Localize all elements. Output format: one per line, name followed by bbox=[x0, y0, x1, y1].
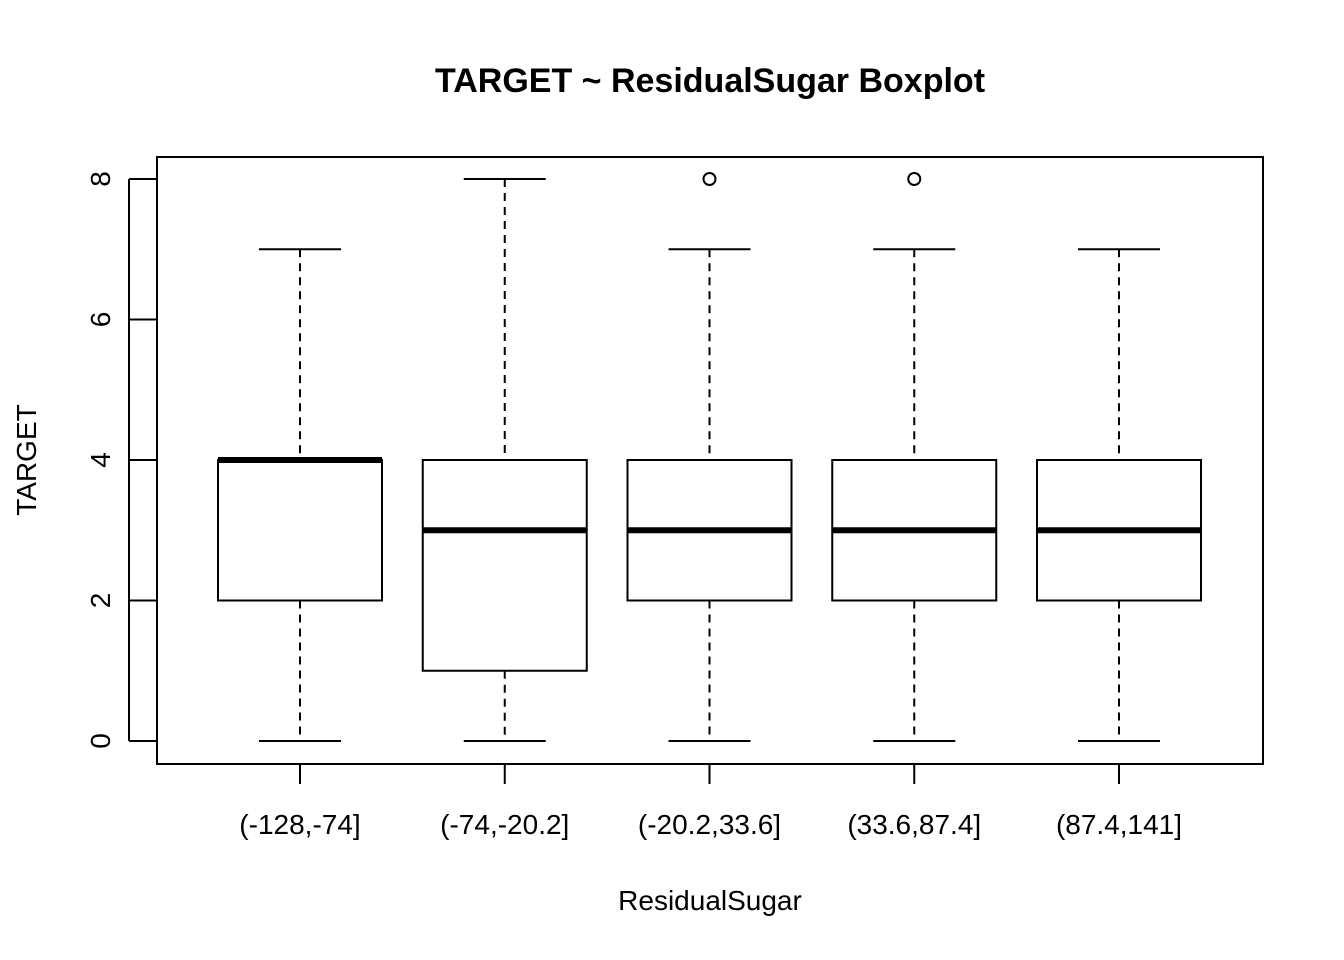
y-tick-label: 4 bbox=[85, 452, 116, 468]
x-tick-label: (33.6,87.4] bbox=[847, 809, 981, 840]
x-tick-label: (-20.2,33.6] bbox=[638, 809, 781, 840]
y-tick-label: 8 bbox=[85, 171, 116, 187]
box-group bbox=[626, 172, 793, 742]
box-group bbox=[1036, 248, 1202, 742]
x-axis: (-128,-74] (-74,-20.2] (-20.2,33.6] (33.6,8… bbox=[239, 763, 1182, 840]
y-tick-label: 6 bbox=[85, 312, 116, 328]
box-iqr bbox=[217, 459, 383, 602]
x-axis-label: ResidualSugar bbox=[618, 885, 802, 916]
box-group bbox=[421, 178, 588, 742]
y-tick-label: 2 bbox=[85, 593, 116, 609]
y-axis-label: TARGET bbox=[11, 404, 42, 515]
box-group bbox=[217, 248, 383, 742]
chart-title: TARGET ~ ResidualSugar Boxplot bbox=[435, 62, 985, 100]
boxes-group bbox=[217, 172, 1202, 742]
box-group bbox=[831, 172, 998, 742]
x-tick-label: (-74,-20.2] bbox=[440, 809, 569, 840]
box-iqr bbox=[421, 459, 588, 672]
y-tick-label: 0 bbox=[85, 733, 116, 749]
y-axis: 0 2 4 6 8 bbox=[85, 171, 157, 749]
outlier-point bbox=[702, 172, 717, 186]
x-tick-label: (-128,-74] bbox=[239, 809, 360, 840]
outlier-point bbox=[907, 172, 922, 186]
x-tick-label: (87.4,141] bbox=[1056, 809, 1182, 840]
